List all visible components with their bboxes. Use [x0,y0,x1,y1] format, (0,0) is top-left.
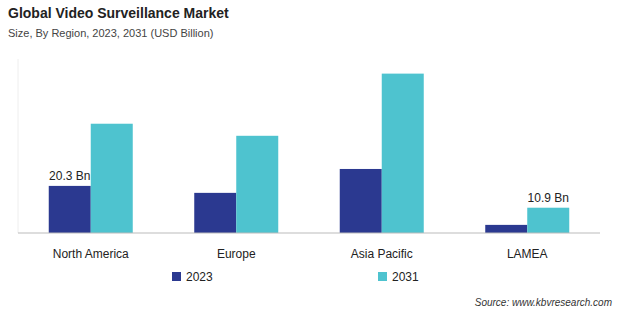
x-tick-label: Europe [217,247,256,261]
data-labels: 20.3 Bn 10.9 Bn [49,169,569,205]
subtitle: Size, By Region, 2023, 2031 (USD Billion… [8,27,213,39]
source: Source: www.kbvresearch.com [475,297,612,308]
chart-container: Global Video Surveillance Market Size, By… [0,0,619,322]
bar [485,225,527,233]
legend: 2023 2031 [172,270,419,284]
x-tick-label: Asia Pacific [351,247,413,261]
bar [91,124,133,233]
bars [49,74,570,233]
x-axis-line [18,233,600,234]
chart-svg: Global Video Surveillance Market Size, By… [0,0,619,322]
legend-swatch [172,272,181,281]
bar [382,74,424,233]
x-tick-label: LAMEA [507,247,548,261]
data-label: 20.3 Bn [49,169,90,183]
legend-label: 2031 [392,270,419,284]
x-tick-label: North America [53,247,129,261]
bar [194,193,236,233]
bar [340,169,382,233]
legend-label: 2023 [186,270,213,284]
bar [49,186,91,233]
bar [527,208,569,233]
bar [236,136,278,233]
legend-swatch [378,272,387,281]
title: Global Video Surveillance Market [8,5,229,21]
y-axis-line [18,59,19,233]
data-label: 10.9 Bn [528,191,569,205]
